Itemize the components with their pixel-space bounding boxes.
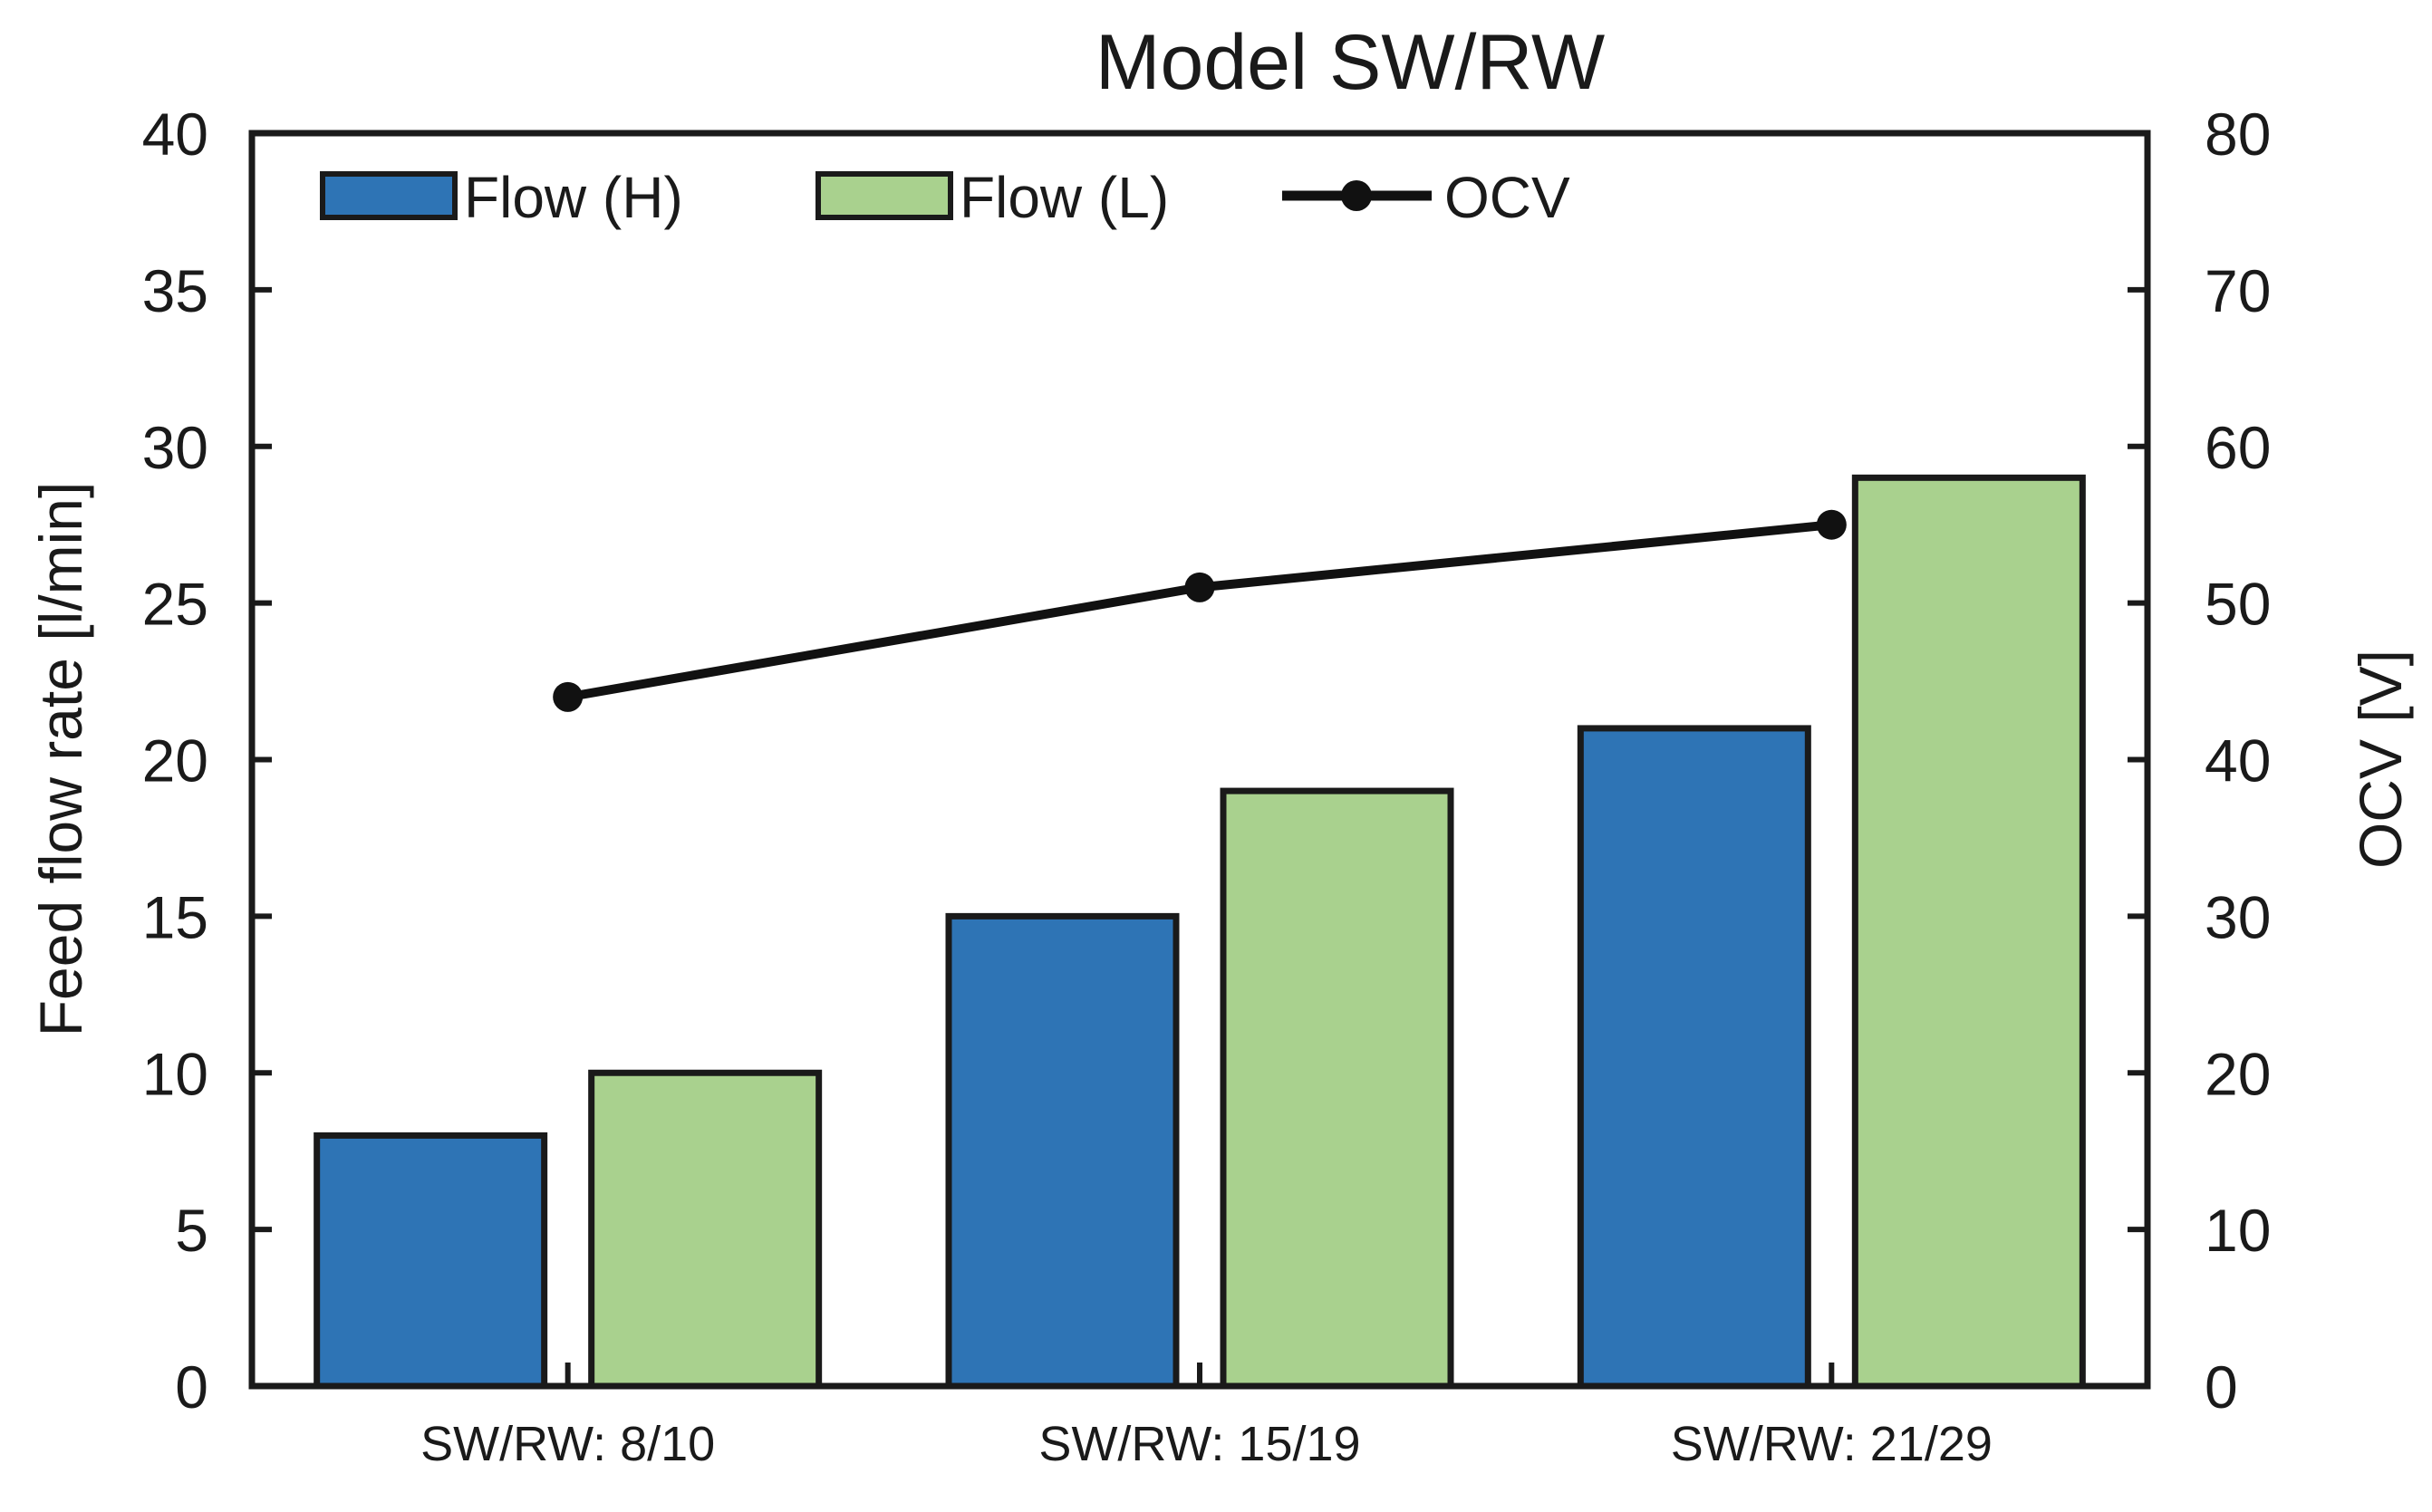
left-axis-tick-label: 40 <box>142 101 208 168</box>
ocv-line <box>566 520 1832 702</box>
legend-swatch-flow-l <box>815 171 953 220</box>
legend-label-flow-l: Flow (L) <box>960 165 1169 230</box>
left-axis-tick-label: 5 <box>175 1197 208 1264</box>
bar-flow-h <box>945 912 1180 1390</box>
legend: Flow (H) Flow (L) OCV <box>320 165 1570 230</box>
legend-label-ocv: OCV <box>1444 165 1570 230</box>
right-axis-title: OCV [V] <box>2347 650 2414 869</box>
right-axis-tick-label: 40 <box>2205 727 2271 795</box>
x-axis-category-label: SW/RW: 8/10 <box>420 1417 715 1471</box>
left-axis-tick-label: 30 <box>142 414 208 481</box>
right-axis-tick-label: 80 <box>2205 101 2271 168</box>
bar-flow-l <box>1220 787 1454 1390</box>
x-axis-category-label: SW/RW: 15/19 <box>1038 1417 1360 1471</box>
left-axis-tick-label: 35 <box>142 257 208 324</box>
left-axis-tick-label: 25 <box>142 571 208 638</box>
right-axis-tick-label: 30 <box>2205 883 2271 950</box>
right-axis-tick-label: 10 <box>2205 1197 2271 1264</box>
x-axis-category-label: SW/RW: 21/29 <box>1671 1417 1993 1471</box>
left-axis-tick-label: 15 <box>142 883 208 950</box>
left-axis-tick-label: 0 <box>175 1353 208 1421</box>
bar-flow-h <box>314 1132 548 1390</box>
left-axis-tick-label: 20 <box>142 727 208 795</box>
ocv-point <box>1184 572 1215 602</box>
ocv-point <box>553 681 584 712</box>
bars-layer <box>314 474 2086 1390</box>
bar-flow-l <box>588 1069 823 1390</box>
right-axis-tick-label: 60 <box>2205 414 2271 481</box>
right-axis-tick-label: 70 <box>2205 257 2271 324</box>
bar-flow-l <box>1851 474 2086 1390</box>
ocv-point <box>1816 509 1847 540</box>
right-axis-tick-label: 50 <box>2205 571 2271 638</box>
legend-swatch-flow-h <box>320 171 458 220</box>
legend-marker-ocv <box>1341 180 1372 211</box>
ocv-line-layer <box>553 509 1847 712</box>
axis-labels-layer: 0 5 10 15 20 25 30 35 40 0 10 20 30 40 50 60 70 80 SW/RW: … <box>142 101 2272 1471</box>
legend-label-flow-h: Flow (H) <box>464 165 683 230</box>
left-axis-title: Feed flow rate [l/min] <box>27 482 94 1037</box>
right-axis-tick-label: 20 <box>2205 1040 2271 1107</box>
right-axis-tick-label: 0 <box>2205 1353 2238 1421</box>
chart-title: Model SW/RW <box>1095 19 1605 106</box>
plot-frame <box>248 130 2151 1390</box>
bar-flow-h <box>1577 725 1811 1390</box>
left-axis-tick-label: 10 <box>142 1040 208 1107</box>
